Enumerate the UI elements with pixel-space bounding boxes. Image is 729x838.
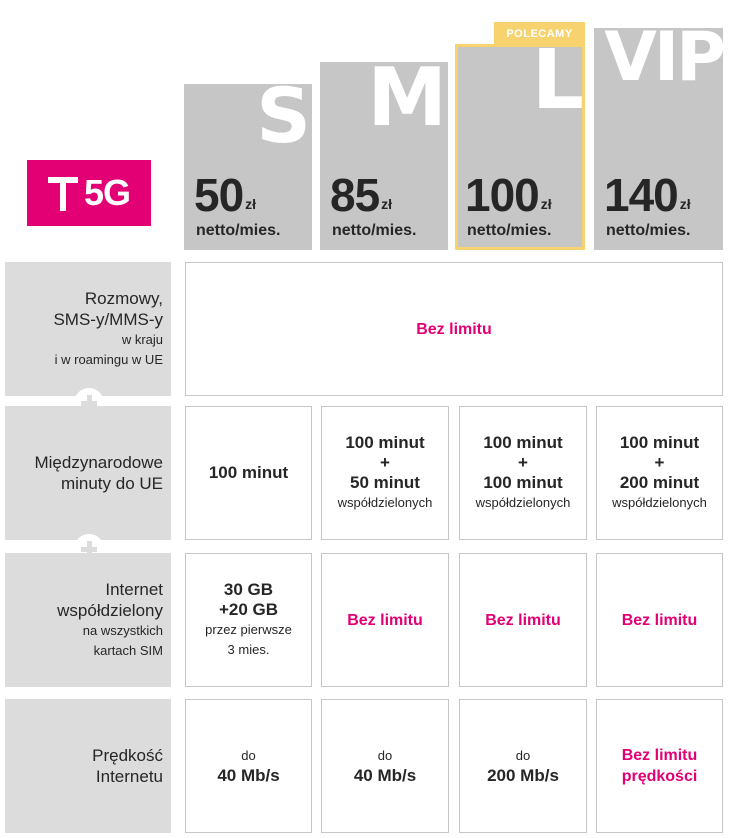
row-title: minuty do UE: [60, 474, 163, 493]
data-note: 3 mies.: [227, 642, 270, 657]
plan-price: 100: [465, 169, 540, 221]
row-title: Internet: [105, 580, 163, 599]
plan-currency: zł: [679, 196, 691, 212]
internet-cell-l: Bez limitu: [459, 553, 587, 687]
row-title: Międzynarodowe: [34, 453, 163, 472]
speed-cell-vip: Bez limitu prędkości: [596, 699, 723, 833]
speed-value: 200 Mb/s: [487, 766, 559, 785]
unlimited-value: Bez limitu: [485, 611, 561, 629]
t-logo-icon: [47, 173, 78, 213]
plan-period: netto/mies.: [332, 222, 417, 239]
unlimited-value: Bez limitu: [347, 611, 423, 629]
row-title: Rozmowy,: [84, 289, 163, 308]
plan-letter: M: [367, 51, 447, 144]
intl-cell-vip: 100 minut + 200 minut współdzielonych: [596, 406, 723, 540]
minutes-value: 100 minut: [483, 433, 563, 452]
minutes-value: 100 minut: [619, 433, 700, 452]
plan-price: 50: [194, 169, 244, 221]
plan-header-m: M 85 zł netto/mies.: [320, 0, 448, 250]
unlimited-value: Bez limitu: [621, 611, 698, 629]
unlimited-value: prędkości: [621, 768, 698, 785]
minutes-value: 100 minut: [345, 433, 425, 452]
plus-sign: +: [380, 453, 390, 472]
minutes-note: współdzielonych: [612, 495, 707, 510]
row-label-speed: Prędkość Internetu: [5, 699, 171, 833]
plan-letter: VIP: [604, 18, 726, 97]
minutes-value: 100 minut: [208, 463, 289, 482]
row-label-internet: Internet współdzielony na wszystkich kar…: [5, 553, 171, 687]
plus-sign: +: [654, 453, 665, 472]
internet-cell-s: 30 GB +20 GB przez pierwsze 3 mies.: [185, 553, 312, 687]
intl-cell-m: 100 minut + 50 minut współdzielonych: [321, 406, 449, 540]
plan-price: 140: [604, 169, 679, 221]
minutes-value: 200 minut: [619, 473, 700, 492]
minutes-note: współdzielonych: [475, 495, 571, 510]
row-title: SMS-y/MMS-y: [53, 310, 163, 329]
minutes-value: 100 minut: [483, 473, 563, 492]
speed-value: 40 Mb/s: [217, 766, 280, 785]
speed-cell-l: do 200 Mb/s: [459, 699, 587, 833]
unlimited-value: Bez limitu: [416, 320, 492, 338]
t-mobile-5g-logo: 5G: [27, 160, 151, 226]
row-title: Internetu: [95, 767, 163, 786]
speed-cell-s: do 40 Mb/s: [185, 699, 312, 833]
plan-currency: zł: [381, 196, 393, 212]
internet-cell-vip: Bez limitu: [596, 553, 723, 687]
logo-5g-text: 5G: [83, 172, 131, 213]
speed-prefix: do: [377, 748, 393, 763]
row-subtitle: kartach SIM: [93, 643, 163, 658]
calls-all-plans-cell: Bez limitu: [185, 262, 723, 396]
minutes-note: współdzielonych: [337, 495, 433, 510]
data-bonus-value: +20 GB: [218, 600, 279, 619]
speed-prefix: do: [241, 748, 256, 763]
plus-sign: +: [518, 453, 528, 472]
internet-cell-m: Bez limitu: [321, 553, 449, 687]
data-note: przez pierwsze: [205, 622, 292, 637]
minutes-value: 50 minut: [350, 473, 420, 492]
plan-period: netto/mies.: [606, 222, 691, 239]
row-subtitle: i w roamingu w UE: [54, 352, 163, 367]
plan-header-s: S 50 zł netto/mies.: [184, 0, 312, 250]
intl-cell-l: 100 minut + 100 minut współdzielonych: [459, 406, 587, 540]
row-subtitle: w kraju: [121, 332, 163, 347]
plan-currency: zł: [540, 196, 552, 212]
row-title: współdzielony: [57, 601, 163, 620]
speed-cell-m: do 40 Mb/s: [321, 699, 449, 833]
speed-prefix: do: [515, 748, 531, 763]
row-title: Prędkość: [92, 746, 163, 765]
plan-header-vip: VIP 140 zł netto/mies.: [594, 0, 726, 250]
intl-cell-s: 100 minut: [185, 406, 312, 540]
plan-period: netto/mies.: [196, 222, 281, 239]
plan-header-l: L 100 zł netto/mies.: [455, 0, 585, 250]
row-label-intl: Międzynarodowe minuty do UE: [5, 406, 171, 540]
plan-period: netto/mies.: [467, 222, 552, 239]
plan-letter: S: [256, 71, 311, 160]
unlimited-value: Bez limitu: [621, 747, 698, 764]
row-subtitle: na wszystkich: [82, 623, 163, 638]
plan-currency: zł: [245, 196, 257, 212]
row-label-calls: Rozmowy, SMS-y/MMS-y w kraju i w roaming…: [5, 262, 171, 396]
plan-letter: L: [531, 33, 584, 128]
data-value: 30 GB: [223, 580, 274, 599]
speed-value: 40 Mb/s: [353, 766, 417, 785]
recommended-badge: POLECAMY: [494, 22, 585, 46]
plan-price: 85: [330, 169, 380, 221]
